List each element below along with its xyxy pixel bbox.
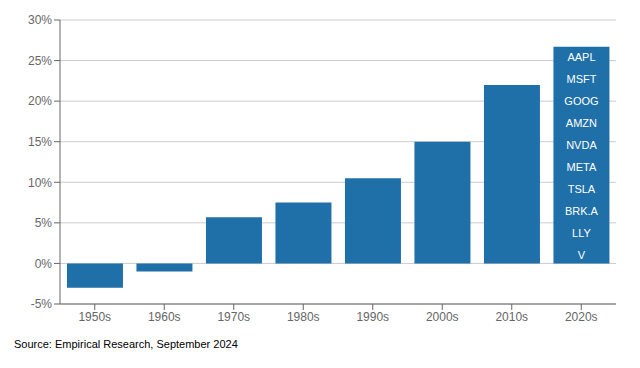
svg-text:0%: 0% [35, 257, 53, 271]
svg-text:TSLA: TSLA [568, 183, 596, 195]
svg-text:LLY: LLY [572, 227, 591, 239]
svg-text:25%: 25% [28, 54, 52, 68]
svg-text:1960s: 1960s [148, 310, 181, 324]
svg-text:BRK.A: BRK.A [565, 205, 599, 217]
svg-text:15%: 15% [28, 135, 52, 149]
svg-text:MSFT: MSFT [566, 73, 596, 85]
svg-text:1980s: 1980s [287, 310, 320, 324]
svg-text:20%: 20% [28, 94, 52, 108]
svg-text:GOOG: GOOG [564, 95, 598, 107]
svg-text:10%: 10% [28, 176, 52, 190]
svg-text:AAPL: AAPL [567, 51, 595, 63]
svg-text:2010s: 2010s [495, 310, 528, 324]
svg-text:AMZN: AMZN [566, 117, 597, 129]
svg-text:1950s: 1950s [78, 310, 111, 324]
svg-text:2020s: 2020s [565, 310, 598, 324]
svg-text:NVDA: NVDA [566, 139, 597, 151]
svg-text:V: V [578, 249, 586, 261]
svg-text:1990s: 1990s [356, 310, 389, 324]
svg-text:1970s: 1970s [217, 310, 250, 324]
svg-text:-5%: -5% [31, 297, 53, 311]
svg-text:2000s: 2000s [426, 310, 459, 324]
svg-text:5%: 5% [35, 216, 53, 230]
svg-text:30%: 30% [28, 13, 52, 27]
svg-text:META: META [567, 161, 597, 173]
html-text:Source: Empirical Research, Se: Source: Empirical Research, September 20… [14, 338, 238, 350]
